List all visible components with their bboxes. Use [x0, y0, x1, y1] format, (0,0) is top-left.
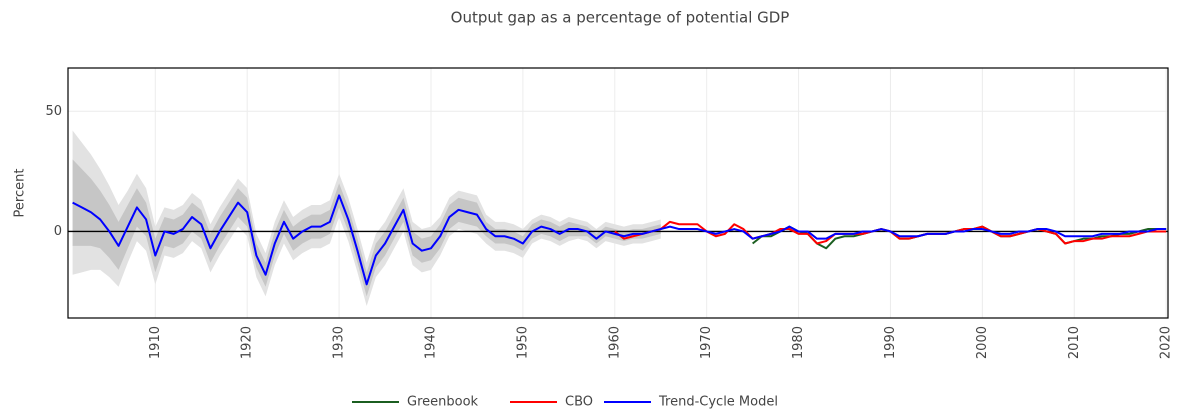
y-axis-label: Percent [13, 169, 28, 218]
plot-frame [67, 67, 1169, 319]
x-tick-label: 2000 [975, 326, 990, 359]
plot-area [68, 130, 1168, 306]
x-tick-label: 1950 [515, 326, 530, 359]
x-tick-label: 1910 [148, 326, 163, 359]
x-tick-label: 1990 [883, 326, 898, 359]
x-tick-label: 1970 [699, 326, 714, 359]
chart-title: Output gap as a percentage of potential … [451, 9, 790, 27]
x-tick-label: 2010 [1067, 326, 1082, 359]
x-tick-label: 1960 [607, 326, 622, 359]
y-tick-label: 50 [45, 104, 62, 119]
y-tick-label: 0 [54, 224, 62, 239]
x-tick-label: 1920 [240, 326, 255, 359]
legend-label: CBO [565, 395, 593, 410]
legend-label: Trend-Cycle Model [658, 395, 778, 410]
x-tick-label: 2020 [1159, 326, 1174, 359]
series-line [72, 194, 1167, 286]
axes: 1910 1920 1930 1940 1950 1960 1970 1980 1990 2000… [45, 104, 1173, 359]
x-tick-label: 1930 [332, 326, 347, 359]
x-tick-label: 1980 [791, 326, 806, 359]
x-tick-label: 1940 [423, 326, 438, 359]
legend: Greenbook CBO Trend-Cycle Model [352, 395, 778, 410]
legend-label: Greenbook [407, 395, 479, 410]
